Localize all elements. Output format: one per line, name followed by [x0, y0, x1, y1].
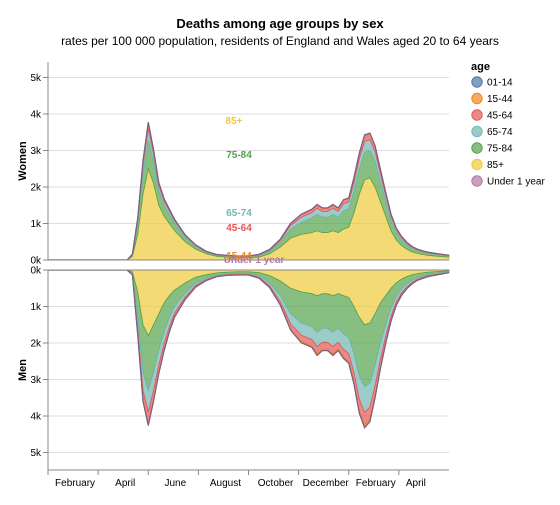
legend-label-85plus: 85+ [487, 160, 504, 171]
series-label-65-74: 65-74 [226, 208, 252, 219]
panel-title-men: Men [17, 359, 29, 381]
series-label-85plus: 85+ [226, 116, 243, 127]
series-label-15-44: 15-44 [226, 251, 252, 262]
legend-swatch-85plus [471, 158, 483, 171]
x-tick-label-7: April [406, 478, 426, 489]
y-tick-label-women-4: 4k [30, 110, 42, 121]
legend-title: age [471, 61, 490, 73]
series-label-under-1-year: Under 1 year [224, 255, 285, 266]
legend-swatch-75-84 [471, 142, 483, 154]
series-label-45-64: 45-64 [226, 223, 252, 234]
y-tick-label-women-1: 1k [30, 219, 42, 230]
y-tick-label-men-4: 4k [30, 412, 42, 423]
legend-swatch-01-14 [471, 76, 483, 88]
panel-title-women: Women [17, 141, 29, 181]
series-label-75-84: 75-84 [226, 150, 252, 161]
legend-swatch-65-74 [471, 125, 483, 138]
y-tick-label-women-3: 3k [30, 146, 42, 157]
y-tick-label-women-0: 0k [30, 256, 42, 267]
legend-swatch-45-64 [471, 109, 483, 121]
chart-title: Deaths among age groups by sex [176, 16, 384, 31]
y-tick-label-men-3: 3k [30, 375, 42, 386]
x-tick-label-6: February [356, 478, 396, 489]
y-tick-label-men-5: 5k [30, 448, 42, 459]
x-tick-label-3: August [210, 478, 241, 489]
x-tick-label-4: October [258, 478, 294, 489]
y-tick-label-men-1: 1k [30, 302, 42, 313]
x-tick-label-5: December [303, 478, 350, 489]
y-tick-label-men-0: 0k [30, 266, 42, 277]
panel-men: 0k 1k 2k 3k 4k 5k Men [17, 266, 450, 470]
legend-label-01-14: 01-14 [487, 78, 513, 89]
panel-women: 0k 1k 2k 3k 4k 5k Women 85+ 75-84 65-74 45-64 15-44… [17, 62, 450, 267]
legend-swatch-under-1-year [471, 175, 483, 187]
legend-label-45-64: 45-64 [487, 111, 513, 122]
y-tick-label-men-2: 2k [30, 339, 42, 350]
legend-label-65-74: 65-74 [487, 127, 513, 138]
legend-label-15-44: 15-44 [487, 94, 513, 105]
legend-swatch-15-44 [471, 92, 483, 105]
y-tick-label-women-2: 2k [30, 183, 42, 194]
legend-label-75-84: 75-84 [487, 144, 513, 155]
legend-label-under-1-year: Under 1 year [487, 177, 545, 188]
x-tick-label-2: June [164, 478, 186, 489]
y-tick-label-women-5: 5k [30, 73, 42, 84]
chart-subtitle: rates per 100 000 population, residents … [61, 34, 499, 48]
x-axis: February April June August October December Fe… [47, 469, 449, 489]
x-tick-label-1: April [115, 478, 135, 489]
legend: age 01-14 15-44 45-64 65-74 75-84 85+ Under 1 … [471, 61, 545, 188]
x-tick-label-0: February [55, 478, 95, 489]
